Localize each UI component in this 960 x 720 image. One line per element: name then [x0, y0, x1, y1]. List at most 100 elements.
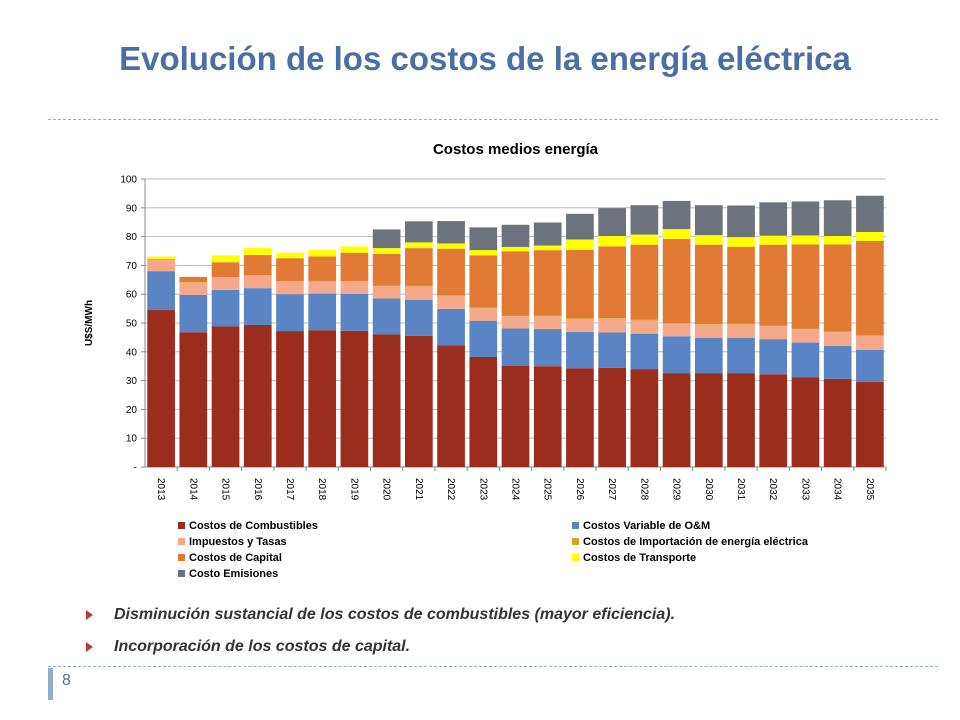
- x-tick-label: 2026: [574, 478, 585, 501]
- y-tick-label: 10: [126, 434, 138, 445]
- x-tick-label: 2028: [638, 478, 649, 501]
- bar-segment: [759, 326, 788, 340]
- bar-segment: [823, 331, 852, 333]
- x-tick-label: 2021: [413, 478, 424, 501]
- arrow-bullet-icon: [86, 642, 93, 652]
- bar-segment: [501, 315, 530, 317]
- bar-segment: [759, 235, 788, 245]
- bar-segment: [694, 337, 723, 374]
- bar-segment: [437, 295, 465, 296]
- chart-title: Costos medios energía: [433, 141, 599, 158]
- x-tick-label: 2029: [671, 478, 682, 501]
- bar-segment: [501, 224, 530, 247]
- bar-segment: [276, 281, 304, 282]
- bar-segment: [566, 249, 594, 319]
- legend-label: Costos de Combustibles: [189, 520, 318, 532]
- bar-segment: [469, 320, 498, 357]
- bar-segment: [501, 316, 530, 329]
- bar-segment: [469, 356, 498, 467]
- y-tick-label: 20: [126, 405, 138, 416]
- bar-segment: [372, 334, 401, 467]
- bar-segment: [243, 248, 272, 256]
- bar-segment: [727, 373, 755, 467]
- bar-segment: [856, 231, 884, 241]
- bar-segment: [566, 318, 594, 332]
- bar-segment: [533, 329, 562, 367]
- bar-segment: [437, 308, 465, 346]
- x-tick-label: 2020: [381, 478, 392, 501]
- bar-segment: [856, 349, 884, 383]
- bar-segment: [694, 244, 723, 325]
- bar-segment: [308, 330, 337, 467]
- y-tick-label: 30: [126, 376, 138, 387]
- bullet-item: Disminución sustancial de los costos de …: [86, 604, 946, 626]
- legend-label: Impuestos y Tasas: [189, 536, 287, 548]
- bar-segment: [404, 285, 433, 287]
- bar-segment: [598, 332, 627, 368]
- bar-segment: [759, 202, 788, 236]
- bar-segment: [372, 229, 401, 249]
- bar-segment: [791, 235, 820, 245]
- bar-segment: [630, 319, 659, 321]
- bar-segment: [179, 276, 208, 283]
- x-tick-label: 2019: [348, 478, 359, 501]
- bar-segment: [727, 237, 755, 247]
- bar-segment: [727, 324, 755, 338]
- bar-segment: [856, 240, 884, 336]
- bar-segment: [404, 248, 433, 286]
- x-tick-label: 2035: [864, 478, 875, 501]
- bar-segment: [308, 293, 337, 331]
- bar-segment: [759, 325, 788, 327]
- bar-segment: [823, 236, 852, 245]
- bar-segment: [340, 281, 369, 294]
- bar-segment: [179, 294, 208, 333]
- bar-segment: [437, 345, 465, 467]
- bar-segment: [372, 286, 401, 299]
- bullet-text: Incorporación de los costos de capital.: [114, 638, 411, 655]
- bar-segment: [372, 253, 401, 286]
- bar-segment: [372, 285, 401, 287]
- bar-segment: [179, 282, 208, 295]
- bar-segment: [598, 246, 627, 319]
- legend-swatch: [178, 522, 185, 529]
- bar-segment: [147, 310, 175, 467]
- bar-segment: [340, 330, 369, 467]
- bar-segment: [856, 335, 884, 336]
- bar-segment: [276, 258, 304, 282]
- legend-swatch: [572, 538, 579, 545]
- bar-segment: [759, 374, 788, 467]
- bar-segment: [147, 271, 175, 311]
- bar-segment: [759, 339, 788, 375]
- bar-segment: [437, 248, 465, 296]
- x-tick-label: 2023: [477, 478, 488, 501]
- bar-segment: [437, 221, 465, 244]
- legend-label: Costo Emisiones: [189, 568, 278, 580]
- legend-label: Costos de Transporte: [583, 552, 696, 564]
- legend-swatch: [572, 554, 579, 561]
- bar-segment: [662, 336, 691, 374]
- y-tick-label: 100: [120, 175, 137, 186]
- legend-label: Costos Variable de O&M: [583, 520, 710, 532]
- bar-segment: [243, 325, 272, 467]
- bar-segment: [533, 366, 562, 467]
- x-tick-label: 2015: [220, 478, 231, 501]
- bar-segment: [308, 281, 337, 294]
- bar-segment: [340, 281, 369, 282]
- bar-segment: [662, 238, 691, 323]
- bar-segment: [501, 246, 530, 252]
- bar-segment: [598, 318, 627, 319]
- x-tick-label: 2016: [252, 478, 263, 501]
- bullet-list: Disminución sustancial de los costos de …: [86, 604, 946, 668]
- bar-segment: [630, 234, 659, 245]
- bar-segment: [662, 323, 691, 337]
- bar-segment: [276, 252, 304, 259]
- bar-segment: [533, 222, 562, 246]
- bar-segment: [856, 195, 884, 232]
- bar-segment: [276, 331, 304, 467]
- bar-segment: [791, 329, 820, 343]
- bar-segment: [694, 324, 723, 325]
- x-tick-label: 2033: [799, 478, 810, 501]
- bar-segment: [437, 243, 465, 249]
- bar-segment: [791, 244, 820, 329]
- x-tick-label: 2034: [832, 478, 843, 501]
